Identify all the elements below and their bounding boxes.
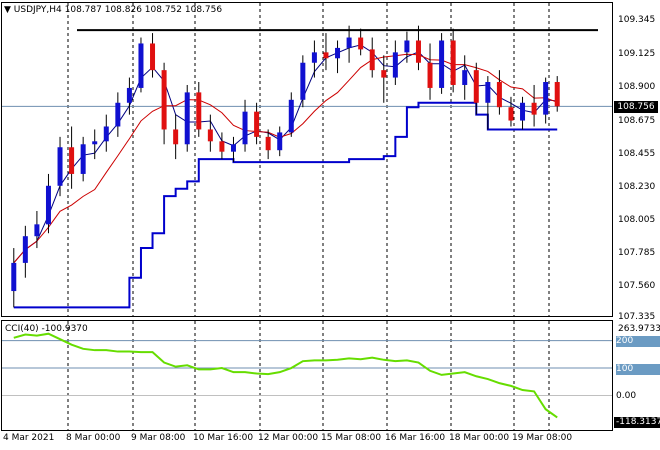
candle-bear	[265, 136, 271, 151]
price-axis-label: 107.560	[618, 281, 656, 291]
candle-bear	[473, 70, 479, 103]
cci-current-value-tag: -118.3137	[614, 417, 660, 428]
candle-bull	[242, 111, 248, 145]
candle-bull	[11, 262, 17, 292]
time-axis-label: 19 Mar 08:00	[512, 433, 573, 443]
candle-bear	[323, 52, 329, 59]
ma-slow-line	[13, 53, 558, 264]
candle-bull	[485, 82, 491, 103]
time-axis-label: 18 Mar 00:00	[449, 433, 510, 443]
candle-bull	[311, 52, 317, 63]
candle-bear	[358, 37, 364, 50]
candle-bull	[404, 40, 410, 53]
price-chart-panel[interactable]	[1, 2, 613, 317]
current-price-tag: 108.756	[614, 101, 658, 113]
candle-bull	[520, 102, 526, 121]
price-axis-label: 107.335	[618, 312, 656, 322]
candle-bull	[300, 62, 306, 100]
candle-bear	[427, 62, 433, 88]
candle-bear	[161, 70, 167, 130]
symbol-header: ▼ USDJPY,H4 108.787 108.826 108.752 108.…	[4, 5, 222, 15]
candle-bull	[277, 132, 283, 151]
candle-bear	[69, 147, 75, 174]
candle-bull	[543, 82, 549, 115]
price-axis-label: 107.785	[618, 248, 656, 258]
cci-label: CCI(40) -100.9370	[5, 324, 88, 334]
cci-level-0-label: 0.00	[616, 391, 637, 401]
time-axis-label: 15 Mar 08:00	[321, 433, 382, 443]
cci-line	[13, 332, 558, 419]
time-axis-label: 4 Mar 2021	[3, 433, 55, 443]
candle-bull	[335, 47, 341, 59]
candle-bull	[462, 70, 468, 85]
candle-bear	[254, 111, 260, 137]
candle-bull	[184, 92, 190, 145]
price-axis-label: 109.345	[618, 15, 656, 25]
candle-bull	[346, 37, 352, 48]
candle-bull	[34, 224, 40, 237]
candle-bull	[80, 144, 86, 174]
candle-bull	[126, 87, 132, 103]
price-axis-label: 109.125	[618, 49, 656, 59]
candle-bear	[150, 43, 156, 71]
candle-bear	[173, 129, 179, 145]
cci-level-100-tag: 100	[616, 364, 660, 375]
candle-bear	[219, 141, 225, 152]
time-axis-label: 9 Mar 08:00	[131, 433, 186, 443]
time-axis-label: 8 Mar 00:00	[66, 433, 121, 443]
candle-bear	[450, 40, 456, 85]
collapse-arrow-icon[interactable]: ▼	[4, 5, 11, 15]
time-axis-label: 16 Mar 16:00	[385, 433, 446, 443]
price-axis-label: 108.005	[618, 215, 656, 225]
candle-bear	[369, 49, 375, 71]
candle-bear	[207, 129, 213, 142]
price-axis-label: 108.900	[618, 82, 656, 92]
candle-bear	[554, 82, 560, 107]
candle-bear	[531, 102, 537, 115]
candle-bear	[196, 92, 202, 130]
ohlc-readout: 108.787 108.826 108.752 108.756	[64, 5, 223, 15]
candle-bear	[381, 70, 387, 78]
price-axis-label: 108.230	[618, 182, 656, 192]
candle-bull	[92, 141, 98, 145]
cci-indicator-panel[interactable]	[1, 320, 613, 431]
candle-bear	[415, 40, 421, 63]
time-axis-label: 10 Mar 16:00	[193, 433, 254, 443]
candle-bull	[45, 185, 51, 225]
candle-bull	[230, 144, 236, 152]
trailing-stop-line	[13, 101, 558, 309]
candle-bull	[288, 99, 294, 133]
cci-level-200-tag: 200	[616, 336, 660, 347]
price-axis-label: 108.675	[618, 116, 656, 126]
candle-bull	[392, 52, 398, 78]
candle-bull	[439, 40, 445, 88]
candle-bear	[496, 82, 502, 108]
candle-bull	[22, 236, 28, 263]
cci-max-label: 263.9733	[618, 324, 660, 334]
candle-bull	[115, 102, 121, 127]
time-axis-label: 12 Mar 00:00	[258, 433, 319, 443]
symbol-label: USDJPY,H4	[13, 5, 62, 15]
candle-bull	[103, 126, 109, 142]
candle-bull	[138, 43, 144, 88]
candle-bear	[508, 107, 514, 121]
price-axis-label: 108.455	[618, 149, 656, 159]
candle-bull	[57, 147, 63, 186]
price-chart-canvas	[2, 3, 612, 316]
cci-canvas	[2, 321, 612, 430]
